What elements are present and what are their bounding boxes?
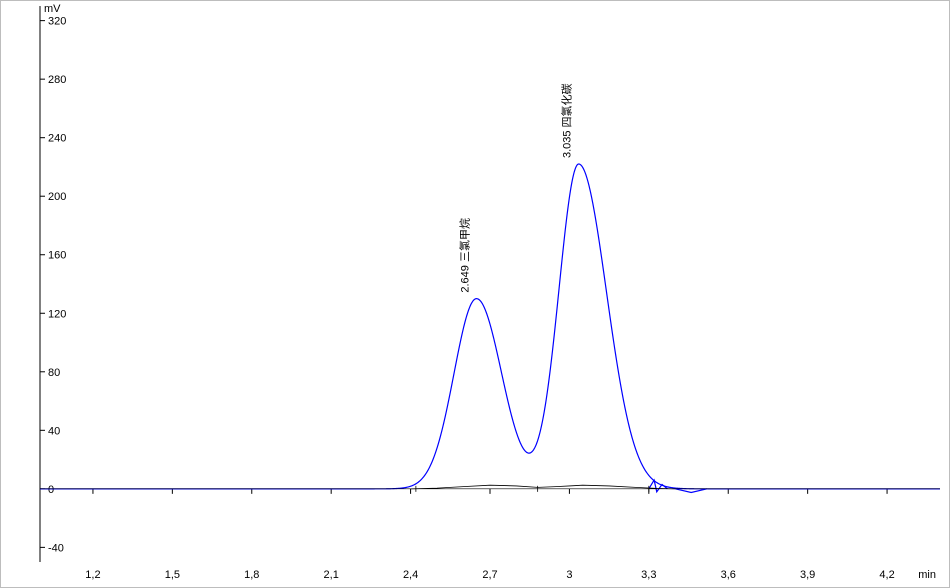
x-tick-label: 4,2 (879, 569, 894, 581)
y-tick-label: -40 (48, 542, 64, 554)
y-tick-label: 240 (48, 133, 66, 145)
baseline-curve (411, 485, 676, 489)
y-tick-label: 280 (48, 74, 66, 86)
peak-label-0: 2.649 三氯甲烷 (458, 218, 472, 293)
x-tick-label: 2,7 (482, 569, 497, 581)
x-tick-label: 1,8 (244, 569, 259, 581)
chromatogram-chart: -40 0 40 80 120 160 200 240 280 320mV 1,2 1,5 1,8 2,1… (0, 0, 950, 588)
x-tick-label: 3 (566, 569, 572, 581)
y-tick-label: 80 (48, 367, 60, 379)
trace-dip (675, 489, 707, 493)
y-tick-label: 40 (48, 425, 60, 437)
chromatogram-trace (40, 164, 940, 489)
y-tick-label: 120 (48, 308, 66, 320)
peak-label-1: 3.035 四氯化碳 (560, 83, 574, 158)
frame-border (1, 1, 950, 588)
y-tick-label: 160 (48, 250, 66, 262)
y-tick-label: 320 (48, 16, 66, 28)
x-tick-label: 2,4 (403, 569, 418, 581)
x-tick-label: 3,9 (800, 569, 815, 581)
x-axis-label: min (918, 569, 936, 581)
x-tick-label: 2,1 (324, 569, 339, 581)
x-tick-label: 3,6 (721, 569, 736, 581)
y-tick-label: 200 (48, 191, 66, 203)
y-tick-label: 0 (48, 484, 54, 496)
x-tick-label: 3,3 (641, 569, 656, 581)
x-tick-label: 1,5 (165, 569, 180, 581)
y-axis-label: mV (44, 3, 61, 15)
chart-svg: -40 0 40 80 120 160 200 240 280 320mV 1,2 1,5 1,8 2,1… (0, 0, 950, 588)
trace-spike (649, 480, 668, 492)
x-tick-label: 1,2 (85, 569, 100, 581)
